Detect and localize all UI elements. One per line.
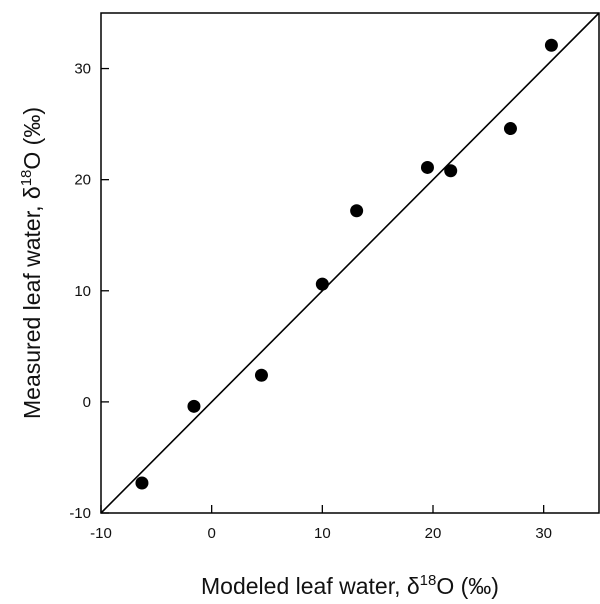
plot-frame: [100, 12, 600, 514]
data-point: [187, 399, 201, 413]
x-tick-label: 10: [314, 525, 331, 542]
data-point: [544, 38, 558, 52]
x-tick-label: 20: [425, 525, 442, 542]
x-tick-label: 30: [535, 525, 552, 542]
one-to-one-line: [100, 12, 600, 514]
y-tick-label: 20: [74, 172, 91, 189]
y-tick-label: -10: [69, 505, 91, 522]
y-axis-title: Measured leaf water, δ18O (‰): [18, 107, 45, 419]
x-axis-title: Modeled leaf water, δ18O (‰): [201, 572, 499, 599]
tick-labels: -10 0 10 20 30 -10 0 10 20 30: [69, 61, 552, 542]
data-point: [350, 204, 364, 218]
y-tick-label: 30: [74, 61, 91, 78]
y-tick-label: 10: [74, 283, 91, 300]
axis-ticks: [100, 67, 545, 514]
data-point: [503, 122, 517, 136]
data-points: [135, 38, 558, 490]
data-point: [444, 164, 458, 178]
x-tick-label: -10: [90, 525, 112, 542]
y-tick-label: 0: [83, 394, 91, 411]
data-point: [315, 277, 329, 291]
x-tick-label: 0: [207, 525, 215, 542]
data-point: [254, 368, 268, 382]
data-point: [420, 160, 434, 174]
data-point: [135, 476, 149, 490]
